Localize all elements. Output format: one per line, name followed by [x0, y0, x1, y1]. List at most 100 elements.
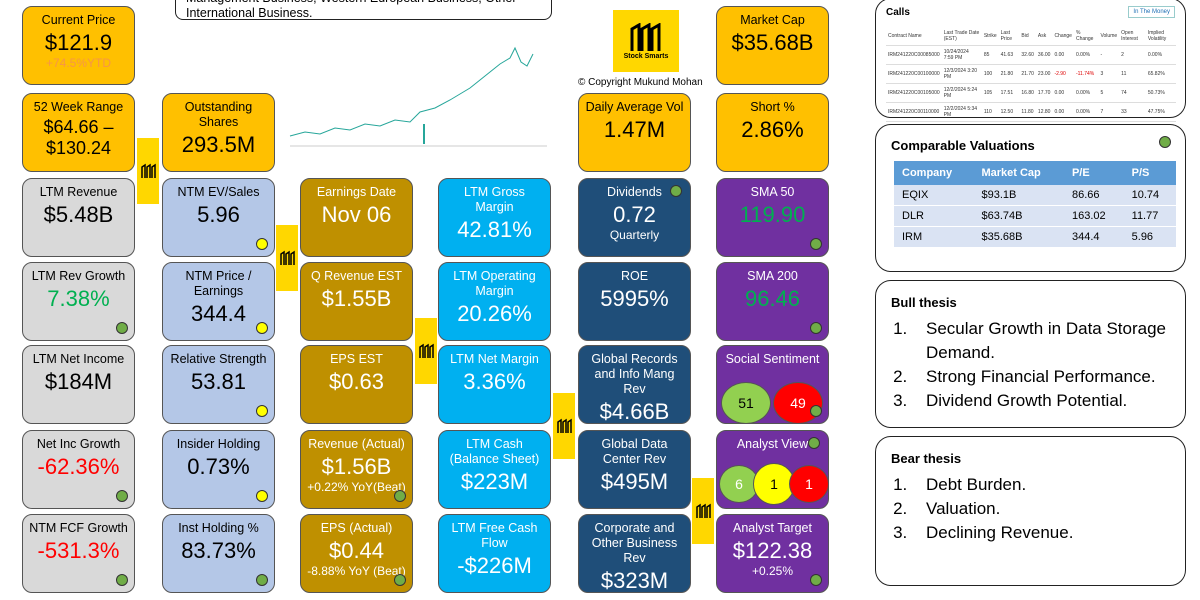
comparables-cell: DLR — [894, 205, 974, 227]
calls-row: IRM241220C00085000 10/24/2024 7:59 PM 85 41… — [886, 45, 1176, 65]
metric-tile: EPS (Actual) $0.44 -8.88% YoY (Beat) — [300, 514, 413, 593]
tile-value: $323M — [600, 568, 669, 593]
tile-value: 3.36% — [463, 369, 526, 394]
tile-label: Global Records and Info Mang Rev — [591, 352, 678, 396]
calls-cell: 100 — [981, 64, 999, 84]
calls-header: Implied Volatility — [1145, 27, 1176, 46]
metric-tile: Dividends 0.72 Quarterly — [578, 178, 691, 257]
bear-item: Debt Burden. — [912, 473, 1176, 497]
metric-tile: ROE 5995% — [578, 262, 691, 341]
metric-tile: SMA 200 96.46 — [716, 262, 829, 341]
metric-tile: Outstanding Shares 293.5M — [162, 93, 275, 172]
calls-cell: 50.73% — [1145, 83, 1176, 103]
comparables-cell: EQIX — [894, 185, 974, 206]
tile-value: 344.4 — [190, 301, 247, 326]
calls-cell: 10/24/2024 7:59 PM — [941, 45, 982, 65]
small-logo — [137, 138, 159, 204]
metric-tile: Current Price $121.9 +74.5%YTD — [22, 6, 135, 85]
tile-label: Analyst Target — [733, 521, 812, 535]
tile-label: Global Data Center Rev — [601, 437, 668, 466]
tile-label: Insider Holding — [176, 437, 261, 451]
calls-panel: Calls In The Money Contract Name Last Tra… — [875, 0, 1186, 122]
tile-label: LTM Operating Margin — [453, 269, 536, 298]
bull-title: Bull thesis — [891, 295, 957, 310]
calls-cell: 12.50 — [998, 102, 1020, 122]
calls-cell: 36.00 — [1035, 45, 1053, 65]
metric-tile: Analyst Target $122.38 +0.25% — [716, 514, 829, 593]
tile-value: $495M — [600, 469, 669, 494]
tile-label: LTM Rev Growth — [31, 269, 126, 283]
tile-value: 1.47M — [603, 117, 666, 142]
comparables-cell: IRM — [894, 226, 974, 248]
calls-cell: 0.00% — [1073, 102, 1099, 122]
tile-value: -531.3% — [37, 538, 120, 563]
tile-value: 0.73% — [187, 454, 250, 479]
logo-caption: Stock Smarts — [623, 52, 669, 60]
calls-header-row: Contract Name Last Trade Date (EST) Strike… — [886, 27, 1176, 46]
status-dot — [810, 574, 822, 586]
metric-tile: Earnings Date Nov 06 — [300, 178, 413, 257]
calls-header: Strike — [981, 27, 999, 46]
calls-title: Calls — [886, 7, 910, 18]
price-chart-thumbnail — [285, 28, 567, 160]
metric-tile: LTM Gross Margin 42.81% — [438, 178, 551, 257]
tile-note: +0.22% YoY(Beat) — [307, 480, 406, 494]
status-dot — [810, 238, 822, 250]
tile-value: 20.26% — [457, 301, 532, 326]
tile-label: LTM Free Cash Flow — [451, 521, 538, 550]
calls-row: IRM241220C00105000 12/2/2024 5:24 PM 105 17… — [886, 83, 1176, 103]
comparables-header: P/E — [1063, 161, 1124, 185]
tile-value: $184M — [44, 369, 113, 394]
tile-label: LTM Gross Margin — [464, 185, 525, 214]
calls-cell: - — [1098, 45, 1120, 65]
tile-label: LTM Net Margin — [450, 352, 539, 366]
calls-cell: -2.90 — [1052, 64, 1074, 84]
description-text: Management Business, Western European Bu… — [186, 0, 517, 20]
tile-label: Current Price — [41, 13, 116, 27]
calls-cell: 2 — [1119, 45, 1146, 65]
calls-cell: IRM241220C00105000 — [886, 83, 942, 103]
tile-note: +0.25% — [751, 564, 794, 578]
calls-cell: 12/2/2024 5:24 PM — [941, 83, 982, 103]
small-logo — [553, 393, 575, 459]
status-dot — [256, 238, 268, 250]
calls-cell: 0.00% — [1073, 83, 1099, 103]
metric-tile: Market Cap $35.68B — [716, 6, 829, 85]
tile-value: $223M — [460, 469, 529, 494]
metric-tile: NTM Price / Earnings 344.4 — [162, 262, 275, 341]
comparables-title: Comparable Valuations — [891, 138, 1035, 153]
sentiment-bubble: 49 — [773, 382, 823, 423]
metric-tile: LTM Net Income $184M — [22, 345, 135, 424]
comparables-row: DLR $63.74B 163.02 11.77 — [894, 205, 1176, 227]
calls-cell: 0.00% — [1145, 45, 1176, 65]
status-dot — [256, 574, 268, 586]
comparables-cell: 86.66 — [1063, 185, 1124, 206]
volume-spike — [423, 124, 425, 144]
tile-value: $1.56B — [321, 454, 392, 479]
calls-cell: 17.70 — [1035, 83, 1053, 103]
metric-tile: Daily Average Vol 1.47M — [578, 93, 691, 172]
tile-value: $122.38 — [732, 538, 813, 563]
calls-cell: 23.00 — [1035, 64, 1053, 84]
calls-header: Last Trade Date (EST) — [941, 27, 982, 46]
comparables-cell: 344.4 — [1063, 226, 1124, 248]
tile-label: EPS (Actual) — [320, 521, 393, 535]
status-dot — [256, 322, 268, 334]
calls-cell: 0.00 — [1052, 83, 1074, 103]
calls-cell: 5 — [1098, 83, 1120, 103]
status-dot — [1159, 136, 1171, 148]
calls-cell: 0.00% — [1073, 45, 1099, 65]
comparables-cell: $35.68B — [973, 226, 1064, 248]
calls-tab[interactable]: In The Money — [1128, 6, 1175, 18]
logo-icon — [141, 163, 156, 178]
tile-label: Earnings Date — [316, 185, 397, 199]
calls-cell: 110 — [981, 102, 999, 122]
calls-header: Contract Name — [886, 27, 942, 46]
calls-header: Volume — [1098, 27, 1120, 46]
calls-header: Bid — [1019, 27, 1036, 46]
calls-cell: 21.70 — [1019, 64, 1036, 84]
comparables-header: Market Cap — [973, 161, 1064, 185]
comparables-cell: $63.74B — [973, 205, 1064, 227]
tile-label: NTM Price / Earnings — [185, 269, 252, 298]
